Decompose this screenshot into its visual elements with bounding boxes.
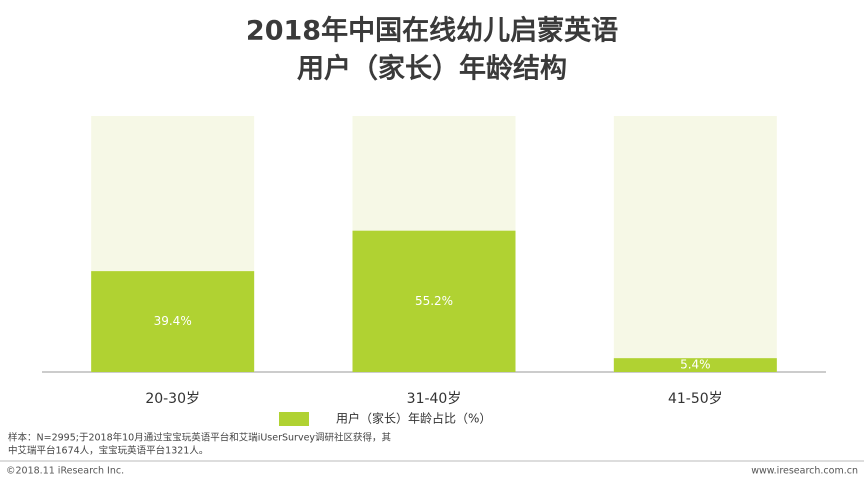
value-label: 39.4%: [154, 314, 192, 328]
bar-background: [613, 116, 777, 372]
legend-swatch: [279, 412, 309, 426]
note: 样本：N=2995;于2018年10月通过宝宝玩英语平台和艾瑞iUserSurv…: [8, 432, 392, 444]
x-tick-label: 31-40岁: [407, 391, 462, 407]
bar: [91, 271, 255, 372]
value-label: 5.4%: [680, 358, 711, 372]
value-label: 55.2%: [415, 294, 453, 308]
legend-label: 用户（家长）年龄占比（%）: [336, 411, 491, 426]
note: 中艾瑞平台1674人，宝宝玩英语平台1321人。: [8, 445, 208, 457]
chart-title: 用户（家长）年龄结构: [297, 53, 567, 85]
chart-title: 2018年中国在线幼儿启蒙英语: [246, 15, 618, 47]
website: www.iresearch.com.cn: [751, 466, 858, 477]
bar: [613, 358, 777, 372]
x-tick-label: 41-50岁: [668, 391, 723, 407]
source: ©2018.11 iResearch Inc.: [6, 466, 124, 477]
x-tick-label: 20-30岁: [145, 391, 200, 407]
bar: [352, 230, 516, 372]
